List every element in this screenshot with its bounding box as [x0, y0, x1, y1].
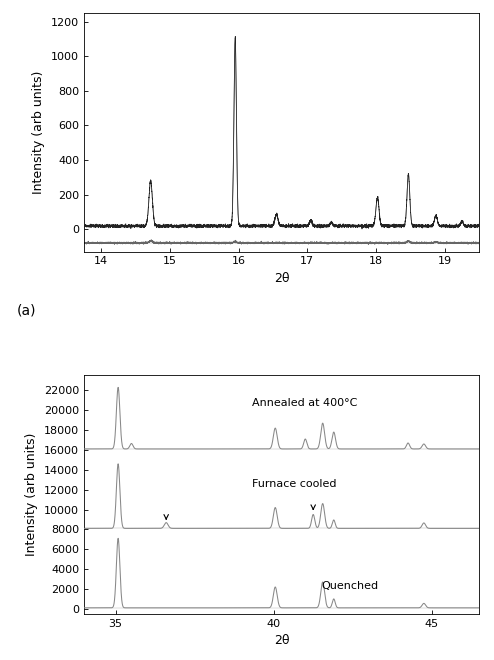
Y-axis label: Intensity (arb units): Intensity (arb units) — [33, 71, 45, 194]
X-axis label: 2θ: 2θ — [274, 272, 289, 285]
Text: Annealed at 400°C: Annealed at 400°C — [251, 398, 357, 409]
Y-axis label: Intensity (arb units): Intensity (arb units) — [25, 433, 39, 556]
Text: Furnace cooled: Furnace cooled — [251, 478, 336, 488]
Text: Quenched: Quenched — [321, 581, 378, 591]
Text: (a): (a) — [17, 304, 36, 318]
X-axis label: 2θ: 2θ — [274, 634, 289, 647]
